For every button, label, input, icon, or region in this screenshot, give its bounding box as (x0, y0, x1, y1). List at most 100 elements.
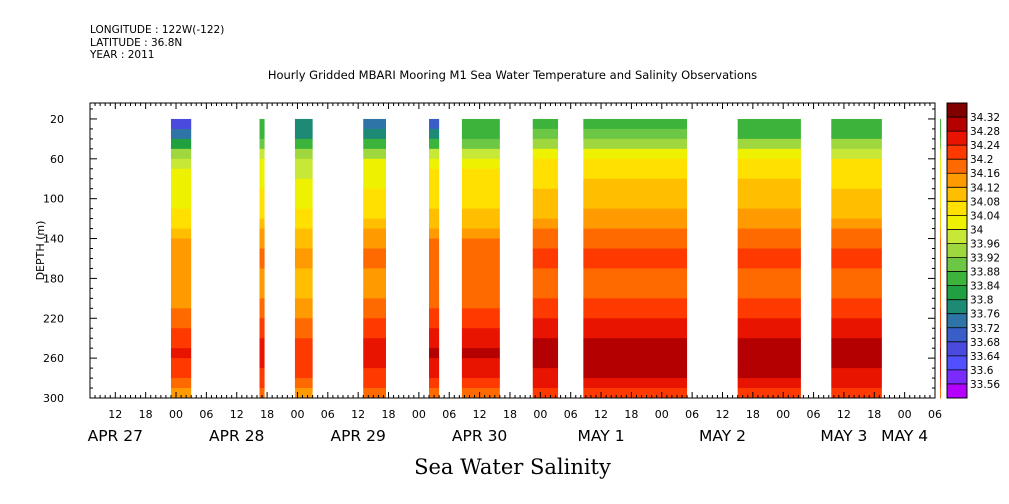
y-tick-label: 220 (43, 312, 64, 325)
heatmap-cell (940, 388, 942, 399)
colorbar-swatch (947, 159, 967, 174)
heatmap-cell (170, 348, 192, 359)
heatmap-cell (170, 168, 192, 180)
heatmap-cell (737, 128, 801, 140)
heatmap-cell (294, 268, 313, 279)
heatmap-cell (363, 208, 386, 220)
heatmap-cell (363, 248, 386, 259)
heatmap-cell (532, 298, 559, 309)
heatmap-cell (363, 308, 386, 319)
heatmap-cell (259, 358, 265, 369)
heatmap-cell (170, 238, 192, 249)
heatmap-cell (170, 298, 192, 309)
heatmap-cell (259, 128, 265, 140)
heatmap-cell (831, 188, 882, 200)
colorbar-swatch (947, 341, 967, 357)
heatmap-cell (940, 178, 942, 190)
x-tick-label: 18 (139, 408, 153, 421)
heatmap-cell (170, 148, 192, 160)
heatmap-cell (461, 178, 500, 190)
x-tick-label: 12 (108, 408, 122, 421)
heatmap-cell (294, 148, 313, 160)
x-tick-label: 00 (533, 408, 547, 421)
x-axis-label: Sea Water Salinity (414, 455, 611, 479)
heatmap-cell (532, 388, 559, 399)
heatmap-cell (737, 118, 801, 130)
heatmap-cell (532, 368, 559, 379)
plot-frame (89, 102, 936, 399)
heatmap-cell (294, 288, 313, 299)
colorbar-swatch (947, 257, 967, 272)
latitude-label: LATITUDE : 36.8N (90, 36, 183, 49)
y-tick-label: 20 (50, 113, 64, 126)
heatmap-cell (737, 378, 801, 389)
heatmap-cell (363, 118, 386, 130)
heatmap-cell (429, 218, 440, 229)
heatmap-cell (259, 378, 265, 389)
colorbar-label: 33.76 (970, 309, 1000, 321)
x-tick-label: 12 (351, 408, 365, 421)
heatmap-cell (259, 148, 265, 160)
heatmap-cell (461, 138, 500, 150)
heatmap-cell (737, 218, 801, 229)
heatmap-cell (170, 388, 192, 399)
heatmap-cell (259, 178, 265, 190)
heatmap-cell (737, 168, 801, 180)
heatmap-cell (831, 258, 882, 269)
heatmap-cell (532, 188, 559, 200)
heatmap-cell (583, 368, 688, 379)
heatmap-cell (429, 148, 440, 160)
y-tick-label: 260 (43, 352, 64, 365)
heatmap-cell (170, 378, 192, 389)
heatmap-cell (737, 308, 801, 319)
heatmap-cell (429, 348, 440, 359)
colorbar-swatch (947, 201, 967, 216)
heatmap-cell (294, 358, 313, 369)
heatmap-cell (532, 238, 559, 249)
heatmap-cell (170, 128, 192, 140)
x-tick-label: 12 (594, 408, 608, 421)
mooring-metadata: LONGITUDE : 122W(-122) LATITUDE : 36.8N … (90, 24, 224, 62)
colorbar-swatch (947, 131, 967, 146)
heatmap-segment (170, 118, 192, 399)
heatmap-cell (363, 318, 386, 329)
x-tick-label: 00 (898, 408, 912, 421)
heatmap-cell (940, 298, 942, 309)
colorbar-label: 33.68 (970, 337, 1000, 349)
heatmap-cell (259, 158, 265, 170)
heatmap-cell (363, 198, 386, 210)
heatmap-cell (940, 158, 942, 170)
colorbar-label: 33.72 (970, 323, 1000, 335)
heatmap-cell (294, 208, 313, 220)
heatmap-cell (583, 238, 688, 249)
colorbar-label: 34.2 (970, 154, 993, 166)
heatmap-cell (294, 188, 313, 200)
heatmap-cell (429, 328, 440, 339)
heatmap-cell (940, 188, 942, 200)
x-day-label: MAY 2 (699, 427, 746, 445)
heatmap-cell (532, 208, 559, 220)
heatmap-cell (259, 218, 265, 229)
heatmap-cell (532, 198, 559, 210)
heatmap-cell (737, 178, 801, 190)
heatmap-cell (294, 318, 313, 329)
plot-border (89, 102, 936, 399)
longitude-label: LONGITUDE : 122W(-122) (90, 24, 225, 36)
heatmap-cell (429, 238, 440, 249)
heatmap-cell (429, 358, 440, 369)
heatmap-cell (461, 358, 500, 369)
heatmap-cell (583, 388, 688, 399)
heatmap-cell (583, 208, 688, 220)
heatmap-cell (461, 188, 500, 200)
x-tick-label: 00 (655, 408, 669, 421)
heatmap-cell (831, 268, 882, 279)
heatmap-cell (583, 358, 688, 369)
x-tick-label: 00 (412, 408, 426, 421)
heatmap-cell (259, 368, 265, 379)
heatmap-cell (737, 318, 801, 329)
heatmap-cell (737, 368, 801, 379)
heatmap-cell (259, 318, 265, 329)
heatmap-cell (363, 148, 386, 160)
heatmap-cell (532, 228, 559, 239)
heatmap-cell (532, 118, 559, 130)
